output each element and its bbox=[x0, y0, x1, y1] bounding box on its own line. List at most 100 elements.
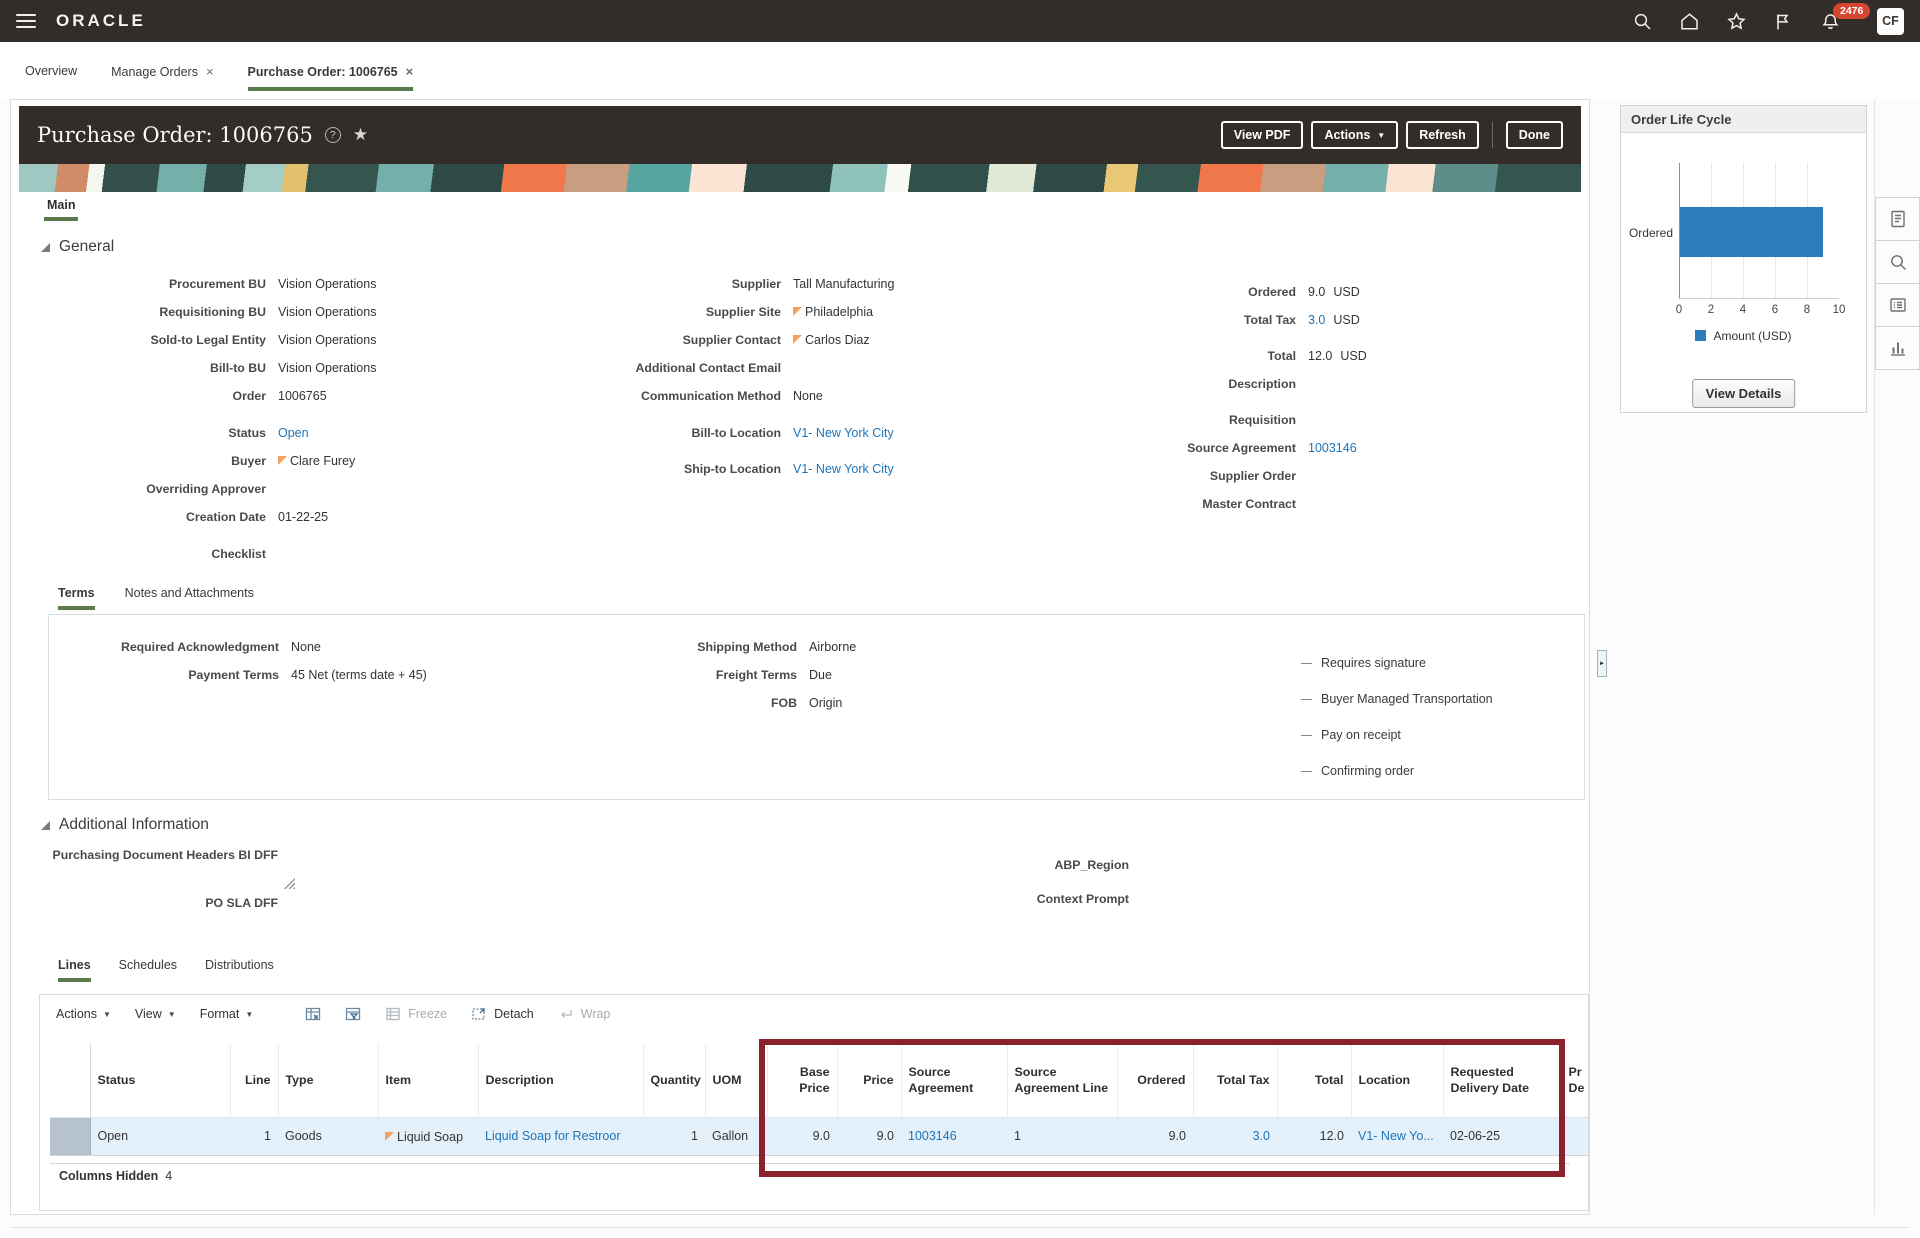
col-requested-delivery-date[interactable]: Requested Delivery Date bbox=[1443, 1043, 1562, 1118]
detach-button[interactable]: Detach bbox=[471, 1006, 534, 1022]
export-table-icon[interactable] bbox=[305, 1006, 321, 1022]
tab-manage-orders[interactable]: Manage Orders × bbox=[111, 64, 213, 91]
field-label: Total Tax bbox=[1243, 313, 1296, 327]
cell-item: Liquid Soap bbox=[378, 1116, 478, 1156]
done-button[interactable]: Done bbox=[1505, 121, 1563, 149]
section-title: Additional Information bbox=[59, 816, 209, 833]
checkbox-label: Requires signature bbox=[1321, 656, 1426, 670]
bill-to-location-link[interactable]: V1- New York City bbox=[793, 426, 894, 440]
terms-column-1: Required Acknowledgment None Payment Term… bbox=[64, 639, 427, 695]
query-by-example-icon[interactable] bbox=[345, 1006, 361, 1022]
tab-purchase-order[interactable]: Purchase Order: 1006765 × bbox=[247, 64, 414, 91]
list-panel-icon[interactable] bbox=[1875, 283, 1920, 327]
general-section-header[interactable]: General bbox=[41, 238, 114, 256]
field-label: Creation Date bbox=[186, 510, 266, 524]
location-link[interactable]: V1- New Yo... bbox=[1358, 1129, 1434, 1143]
field-label: Freight Terms bbox=[715, 668, 797, 682]
global-header-actions: 2476 CF bbox=[1632, 0, 1904, 42]
col-uom[interactable]: UOM bbox=[705, 1043, 768, 1118]
close-icon[interactable]: × bbox=[205, 64, 214, 79]
unchecked-indicator-icon bbox=[1301, 734, 1312, 736]
col-base-price[interactable]: Base Price bbox=[767, 1043, 838, 1118]
col-quantity[interactable]: Quantity bbox=[643, 1043, 706, 1118]
description-link[interactable]: Liquid Soap for Restroor bbox=[485, 1129, 621, 1143]
legend-label: Amount (USD) bbox=[1713, 329, 1792, 343]
tab-distributions[interactable]: Distributions bbox=[205, 958, 274, 972]
general-column-2: Supplier Tall Manufacturing Supplier Site… bbox=[556, 276, 894, 489]
ship-to-location-link[interactable]: V1- New York City bbox=[793, 462, 894, 476]
view-details-button[interactable]: View Details bbox=[1691, 379, 1796, 408]
row-selector-cell[interactable] bbox=[50, 1116, 91, 1156]
table-row[interactable]: Open 1 Goods Liquid Soap Liquid Soap for… bbox=[50, 1116, 1588, 1156]
tab-label: Purchase Order: 1006765 bbox=[247, 64, 398, 79]
tab-schedules[interactable]: Schedules bbox=[118, 958, 178, 972]
status-link[interactable]: Open bbox=[278, 426, 309, 440]
refresh-button[interactable]: Refresh bbox=[1406, 121, 1479, 149]
col-type[interactable]: Type bbox=[278, 1043, 379, 1118]
close-icon[interactable]: × bbox=[405, 64, 414, 79]
lines-table-scroller[interactable]: Status Line Type Item Description Quanti… bbox=[50, 1043, 1588, 1161]
user-avatar[interactable]: CF bbox=[1877, 7, 1904, 35]
tab-overview[interactable]: Overview bbox=[25, 64, 77, 90]
col-status[interactable]: Status bbox=[90, 1043, 231, 1118]
panel-splitter-handle[interactable]: ► bbox=[1597, 650, 1607, 677]
po-content-panel: Purchase Order: 1006765 ? ★ View PDF Act… bbox=[10, 99, 1590, 1215]
bell-icon[interactable] bbox=[1820, 11, 1841, 32]
menu-icon[interactable] bbox=[16, 10, 36, 32]
tab-terms[interactable]: Terms bbox=[58, 586, 95, 610]
actions-menu[interactable]: Actions ▼ bbox=[56, 1007, 111, 1021]
favorites-star-icon[interactable] bbox=[1726, 11, 1747, 32]
col-source-agreement-line[interactable]: Source Agreement Line bbox=[1007, 1043, 1118, 1118]
field-row: Supplier Contact Carlos Diaz bbox=[556, 332, 894, 360]
tab-notes-and-attachments[interactable]: Notes and Attachments bbox=[124, 586, 254, 600]
col-price[interactable]: Price bbox=[837, 1043, 902, 1118]
col-total-tax[interactable]: Total Tax bbox=[1193, 1043, 1278, 1118]
general-column-1: Procurement BU Vision Operations Requisit… bbox=[31, 276, 376, 574]
col-promised-delivery-date-clipped[interactable]: Pr De bbox=[1561, 1043, 1588, 1118]
flag-watchlist-icon[interactable] bbox=[1773, 11, 1794, 32]
notification-badge[interactable]: 2476 bbox=[1833, 2, 1871, 19]
col-item[interactable]: Item bbox=[378, 1043, 479, 1118]
view-menu[interactable]: View ▼ bbox=[135, 1007, 176, 1021]
col-location[interactable]: Location bbox=[1351, 1043, 1444, 1118]
source-agreement-link[interactable]: 1003146 bbox=[1308, 441, 1357, 455]
field-row: Master Contract bbox=[1071, 496, 1367, 524]
total-tax-link[interactable]: 3.0 bbox=[1308, 313, 1326, 327]
col-ordered[interactable]: Ordered bbox=[1117, 1043, 1194, 1118]
tab-main[interactable]: Main bbox=[44, 198, 79, 221]
total-tax-link[interactable]: 3.0 bbox=[1252, 1129, 1270, 1143]
freeze-button[interactable]: Freeze bbox=[385, 1006, 447, 1022]
search-panel-icon[interactable] bbox=[1875, 240, 1920, 284]
home-icon[interactable] bbox=[1679, 11, 1700, 32]
col-source-agreement[interactable]: Source Agreement bbox=[901, 1043, 1008, 1118]
format-menu[interactable]: Format ▼ bbox=[200, 1007, 254, 1021]
wrap-button[interactable]: Wrap bbox=[558, 1006, 610, 1022]
actions-menu-button[interactable]: Actions ▼ bbox=[1311, 121, 1399, 149]
tab-lines[interactable]: Lines bbox=[58, 958, 91, 982]
side-toolbar bbox=[1875, 197, 1920, 370]
favorite-star-icon[interactable]: ★ bbox=[352, 125, 369, 144]
resize-handle[interactable] bbox=[283, 878, 295, 889]
field-label: Source Agreement bbox=[1187, 441, 1296, 455]
checkbox-item[interactable]: Buyer Managed Transportation bbox=[1301, 681, 1493, 717]
collapse-triangle-icon bbox=[41, 820, 50, 830]
additional-info-section-header[interactable]: Additional Information bbox=[41, 816, 209, 834]
x-tick: 10 bbox=[1832, 304, 1846, 316]
page-tab-bar: Overview Manage Orders × Purchase Order:… bbox=[0, 42, 1920, 99]
help-icon[interactable]: ? bbox=[324, 127, 341, 143]
view-pdf-button[interactable]: View PDF bbox=[1220, 121, 1304, 149]
checkbox-item[interactable]: Confirming order bbox=[1301, 753, 1493, 789]
source-agreement-link[interactable]: 1003146 bbox=[908, 1129, 957, 1143]
checkbox-item[interactable]: Pay on receipt bbox=[1301, 717, 1493, 753]
col-line[interactable]: Line bbox=[230, 1043, 279, 1118]
cell-location: V1- New Yo... bbox=[1351, 1116, 1443, 1156]
col-description[interactable]: Description bbox=[478, 1043, 644, 1118]
checkbox-item[interactable]: Requires signature bbox=[1301, 645, 1493, 681]
col-total[interactable]: Total bbox=[1277, 1043, 1352, 1118]
search-icon[interactable] bbox=[1632, 11, 1653, 32]
document-panel-icon[interactable] bbox=[1875, 197, 1920, 241]
chart-panel-icon[interactable] bbox=[1875, 326, 1920, 370]
page-title: Purchase Order: 1006765 bbox=[37, 123, 313, 147]
menu-label: Actions bbox=[56, 1007, 97, 1021]
field-label: Ship-to Location bbox=[684, 462, 781, 476]
